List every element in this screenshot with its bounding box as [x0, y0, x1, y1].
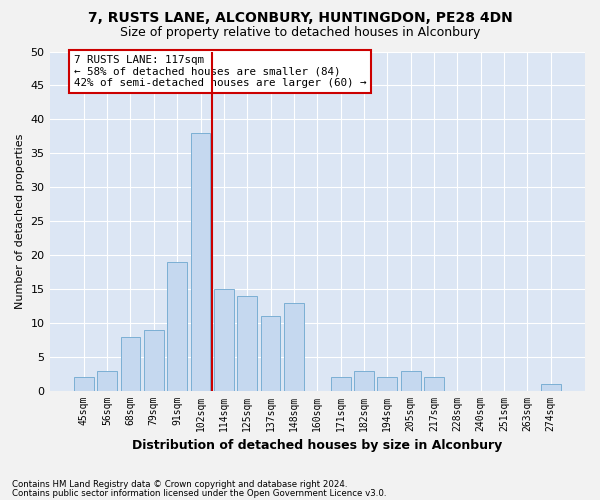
Text: 7 RUSTS LANE: 117sqm
← 58% of detached houses are smaller (84)
42% of semi-detac: 7 RUSTS LANE: 117sqm ← 58% of detached h… — [74, 55, 367, 88]
Text: Size of property relative to detached houses in Alconbury: Size of property relative to detached ho… — [120, 26, 480, 39]
Bar — [354, 370, 374, 391]
Bar — [74, 378, 94, 391]
Bar — [284, 303, 304, 391]
Bar — [191, 133, 211, 391]
Bar — [167, 262, 187, 391]
Bar — [331, 378, 350, 391]
Text: 7, RUSTS LANE, ALCONBURY, HUNTINGDON, PE28 4DN: 7, RUSTS LANE, ALCONBURY, HUNTINGDON, PE… — [88, 11, 512, 25]
Bar — [424, 378, 444, 391]
Y-axis label: Number of detached properties: Number of detached properties — [15, 134, 25, 309]
Text: Contains public sector information licensed under the Open Government Licence v3: Contains public sector information licen… — [12, 488, 386, 498]
Bar — [238, 296, 257, 391]
Bar — [214, 289, 234, 391]
Bar — [401, 370, 421, 391]
Bar — [121, 336, 140, 391]
X-axis label: Distribution of detached houses by size in Alconbury: Distribution of detached houses by size … — [132, 440, 502, 452]
Bar — [97, 370, 117, 391]
Bar — [541, 384, 560, 391]
Bar — [260, 316, 280, 391]
Text: Contains HM Land Registry data © Crown copyright and database right 2024.: Contains HM Land Registry data © Crown c… — [12, 480, 347, 489]
Bar — [377, 378, 397, 391]
Bar — [144, 330, 164, 391]
